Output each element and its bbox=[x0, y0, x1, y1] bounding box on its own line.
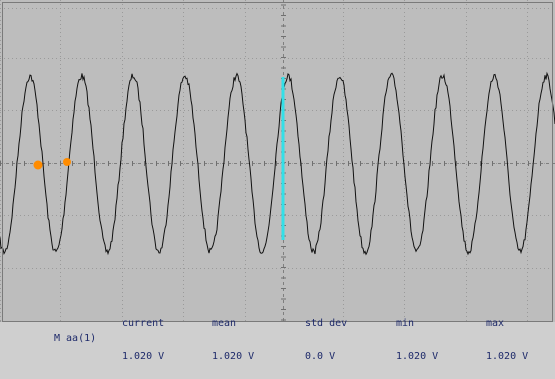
marker-point-2[interactable] bbox=[63, 158, 71, 166]
measurement-mean: mean 1.020 V bbox=[212, 299, 254, 362]
measurement-value: 1.020 V bbox=[212, 351, 255, 362]
measurement-label: current bbox=[122, 318, 165, 329]
measurement-label: max bbox=[486, 318, 505, 329]
oscilloscope-screen: M aa(1) current 1.020 V mean 1.020 V std… bbox=[0, 0, 555, 362]
channel-label: M aa(1) bbox=[54, 333, 97, 344]
waveform-trace bbox=[0, 71, 555, 256]
marker-point-1[interactable] bbox=[33, 160, 43, 170]
measurement-value: 1.020 V bbox=[486, 351, 529, 362]
measurement-std-dev: std dev 0.0 V bbox=[305, 299, 347, 362]
measurement-label: std dev bbox=[305, 318, 348, 329]
measurement-min: min 1.020 V bbox=[396, 299, 438, 362]
measurement-max: max 1.020 V bbox=[486, 299, 528, 362]
measurement-value: 0.0 V bbox=[305, 351, 336, 362]
measurement-current: current 1.020 V bbox=[122, 299, 164, 362]
measurement-value: 1.020 V bbox=[396, 351, 439, 362]
measurement-value: 1.020 V bbox=[122, 351, 165, 362]
grid bbox=[0, 0, 555, 322]
waveform-display bbox=[0, 0, 555, 322]
measurement-label: min bbox=[396, 318, 415, 329]
measurement-label: mean bbox=[212, 318, 237, 329]
